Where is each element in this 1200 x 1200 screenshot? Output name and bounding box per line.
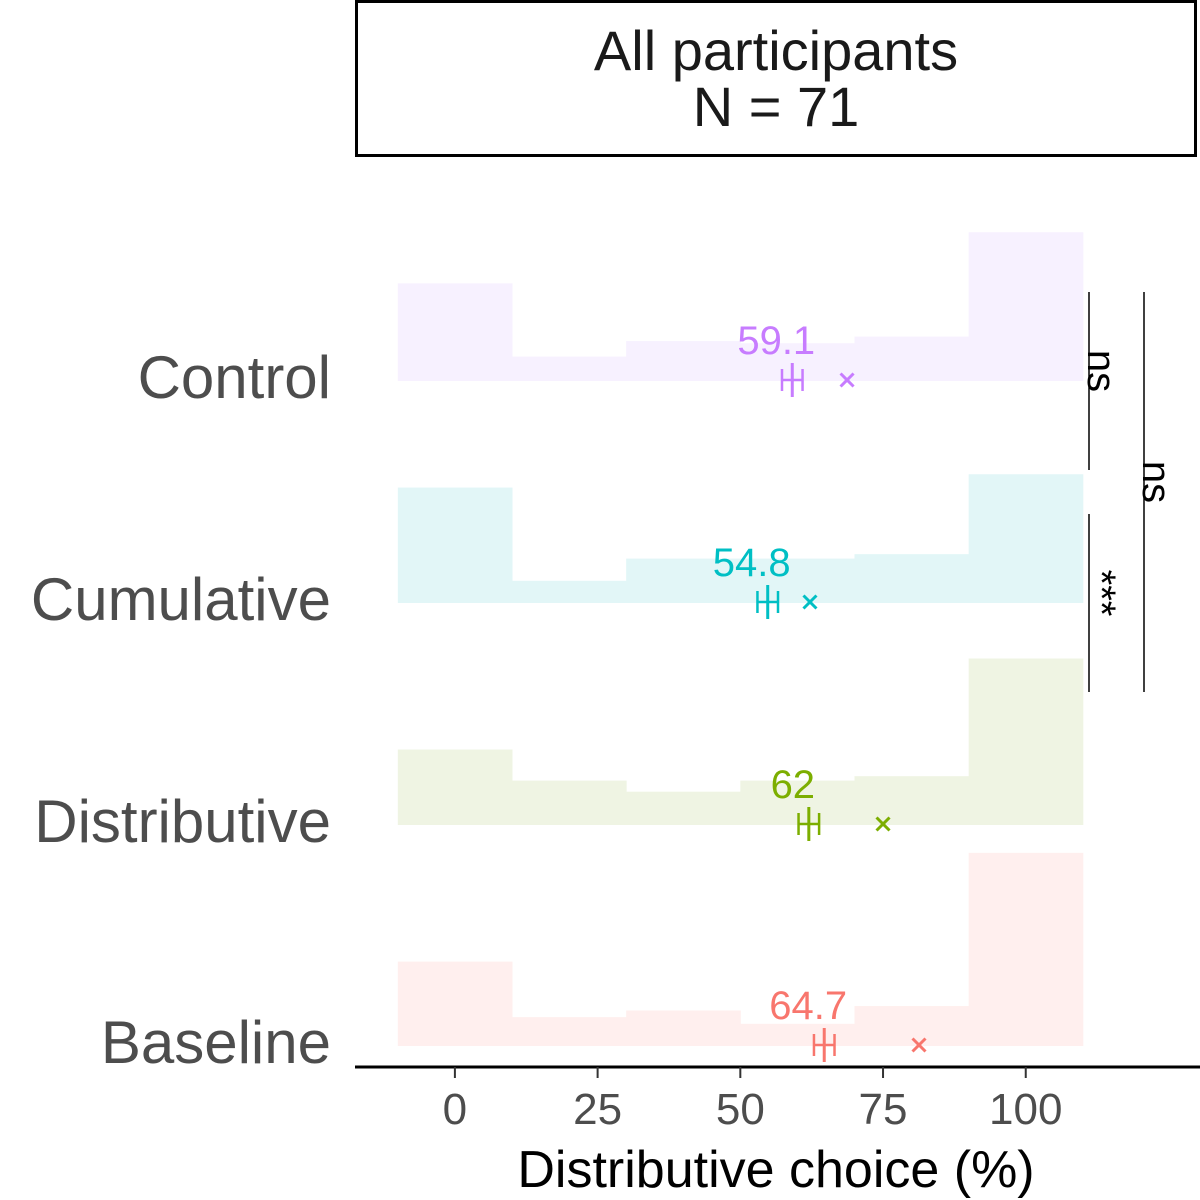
category-labels: Control Cumulative Distributive Baseline [31,344,331,1076]
x-tick-label-100: 100 [989,1085,1062,1134]
x-tick-label-25: 25 [573,1085,622,1134]
category-label-cumulative: Cumulative [31,566,331,633]
significance-label-1: *** [1079,570,1123,617]
mean-label-control: 59.1 [737,319,815,363]
hist-bin-distributive-2 [626,791,741,825]
cross-marker-baseline-b [911,1037,927,1053]
category-label-distributive: Distributive [34,788,331,855]
cross-marker-distributive-b [875,816,891,832]
category-label-baseline: Baseline [101,1009,331,1076]
hist-bin-control-1 [511,356,627,381]
hist-bin-control-2 [626,341,741,381]
mean-label-cumulative: 54.8 [713,541,791,585]
significance-label-0: ns [1079,350,1123,392]
x-tick-label-0: 0 [443,1085,467,1134]
panel-subtitle: N = 71 [692,74,860,138]
hist-bin-cumulative-4 [854,554,970,603]
x-tick-label-50: 50 [716,1085,765,1134]
marker-layer: 59.1 54.8 62 64.7 [713,319,927,1062]
panel-title: All participants [593,18,959,82]
hist-bin-baseline-3 [740,1023,855,1046]
hist-bin-control-4 [854,336,970,381]
x-axis-title: Distributive choice (%) [517,1141,1034,1199]
hist-bin-baseline-1 [511,1017,627,1046]
cross-marker-cumulative-b [802,594,818,610]
hist-bin-baseline-0 [397,961,513,1046]
hist-bin-cumulative-1 [511,580,627,603]
hist-bin-control-3 [740,343,855,381]
significance-label-2: ns [1134,461,1178,503]
mean-label-distributive: 62 [771,763,816,807]
hist-bin-cumulative-2 [626,558,741,603]
hist-bin-control-5 [968,232,1084,381]
category-label-control: Control [138,344,331,411]
hist-bin-distributive-1 [511,780,627,825]
significance-layer: ns *** ns [1079,292,1178,692]
hist-bin-distributive-4 [854,776,970,825]
hist-bin-distributive-0 [397,749,513,825]
x-axis: 0 25 50 75 100 [355,1065,1200,1134]
hist-bin-cumulative-3 [740,558,855,603]
histogram-layer [397,232,1084,1046]
x-tick-label-75: 75 [859,1085,908,1134]
hist-bin-cumulative-5 [968,474,1084,603]
hist-bin-cumulative-0 [397,487,513,603]
hist-bin-baseline-4 [854,1006,970,1046]
hist-bin-control-0 [397,283,513,381]
hist-bin-baseline-5 [968,852,1084,1046]
hist-bin-distributive-5 [968,658,1084,825]
facet-strip: All participants N = 71 [355,0,1197,157]
hist-bin-baseline-2 [626,1010,741,1046]
mean-label-baseline: 64.7 [769,984,847,1028]
cross-marker-control-b [839,372,855,388]
